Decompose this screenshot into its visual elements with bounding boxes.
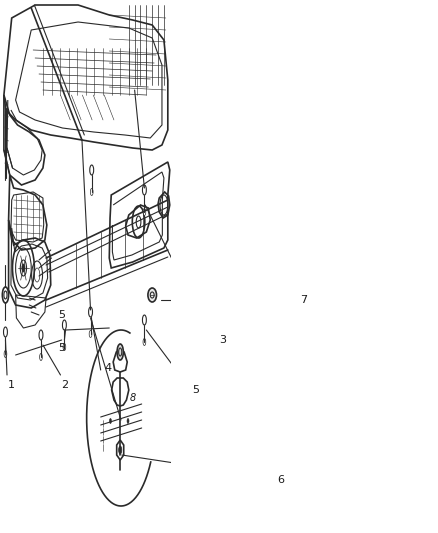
Circle shape (88, 307, 92, 317)
Circle shape (143, 338, 146, 345)
Circle shape (110, 418, 111, 424)
Circle shape (39, 330, 43, 340)
Circle shape (63, 343, 66, 351)
Circle shape (127, 418, 129, 424)
Ellipse shape (148, 288, 156, 302)
Circle shape (90, 165, 94, 175)
Text: 1: 1 (7, 380, 14, 390)
Circle shape (117, 344, 124, 360)
Text: 5: 5 (192, 385, 199, 395)
Circle shape (63, 320, 66, 330)
Text: 7: 7 (300, 295, 307, 305)
Text: 4: 4 (105, 363, 112, 373)
Text: 5: 5 (58, 310, 65, 320)
Circle shape (119, 446, 122, 454)
Circle shape (142, 185, 146, 195)
Text: 8: 8 (130, 393, 136, 403)
Circle shape (89, 330, 92, 337)
Text: 2: 2 (61, 380, 68, 390)
Circle shape (142, 315, 146, 325)
Circle shape (143, 208, 146, 215)
Circle shape (2, 287, 9, 303)
Circle shape (4, 327, 7, 337)
Circle shape (39, 353, 42, 360)
Circle shape (22, 264, 25, 272)
Circle shape (4, 351, 7, 358)
Circle shape (90, 189, 93, 196)
Text: 5: 5 (58, 343, 65, 353)
Text: 3: 3 (219, 335, 226, 345)
Text: 6: 6 (278, 475, 285, 485)
